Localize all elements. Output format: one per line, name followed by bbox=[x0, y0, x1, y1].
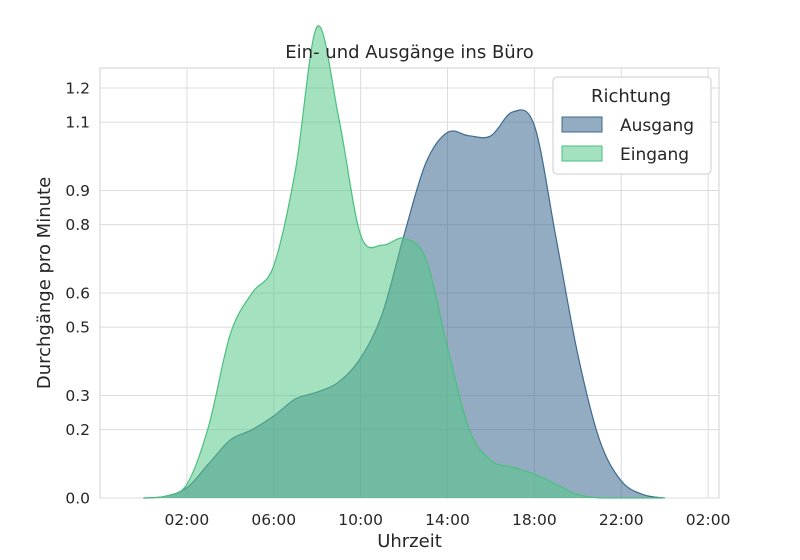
x-tick-label: 06:00 bbox=[251, 511, 296, 529]
legend: Richtung Ausgang Eingang bbox=[552, 76, 712, 175]
y-axis: 0.0 0.2 0.3 0.5 0.6 0.8 0.9 1.1 1.2 bbox=[65, 80, 90, 508]
legend-title: Richtung bbox=[591, 86, 671, 107]
y-tick-label: 1.2 bbox=[65, 80, 90, 98]
y-tick-label: 0.5 bbox=[65, 319, 90, 337]
x-tick-label: 10:00 bbox=[338, 511, 383, 529]
x-tick-label: 14:00 bbox=[425, 511, 470, 529]
y-tick-label: 0.3 bbox=[65, 387, 90, 405]
y-tick-label: 1.1 bbox=[65, 114, 90, 132]
x-tick-label: 02:00 bbox=[165, 511, 210, 529]
x-tick-label: 18:00 bbox=[512, 511, 557, 529]
chart-title: Ein- und Ausgänge ins Büro bbox=[285, 42, 533, 63]
x-axis: 02:00 06:00 10:00 14:00 18:00 22:00 02:00 bbox=[165, 511, 731, 529]
y-tick-label: 0.8 bbox=[65, 216, 90, 234]
legend-swatch-eingang bbox=[561, 145, 603, 162]
series-area-eingang bbox=[143, 25, 665, 499]
series-line-eingang bbox=[143, 25, 665, 499]
series-layer bbox=[143, 25, 665, 499]
y-tick-label: 0.0 bbox=[65, 490, 90, 508]
x-tick-label: 02:00 bbox=[686, 511, 731, 529]
legend-swatch-ausgang bbox=[561, 116, 603, 133]
y-axis-label: Durchgänge pro Minute bbox=[34, 177, 55, 389]
y-tick-label: 0.6 bbox=[65, 285, 90, 303]
x-axis-label: Uhrzeit bbox=[377, 531, 442, 552]
x-tick-label: 22:00 bbox=[599, 511, 644, 529]
y-tick-label: 0.2 bbox=[65, 421, 90, 439]
legend-label-ausgang: Ausgang bbox=[620, 116, 694, 136]
legend-label-eingang: Eingang bbox=[620, 145, 689, 165]
y-tick-label: 0.9 bbox=[65, 182, 90, 200]
